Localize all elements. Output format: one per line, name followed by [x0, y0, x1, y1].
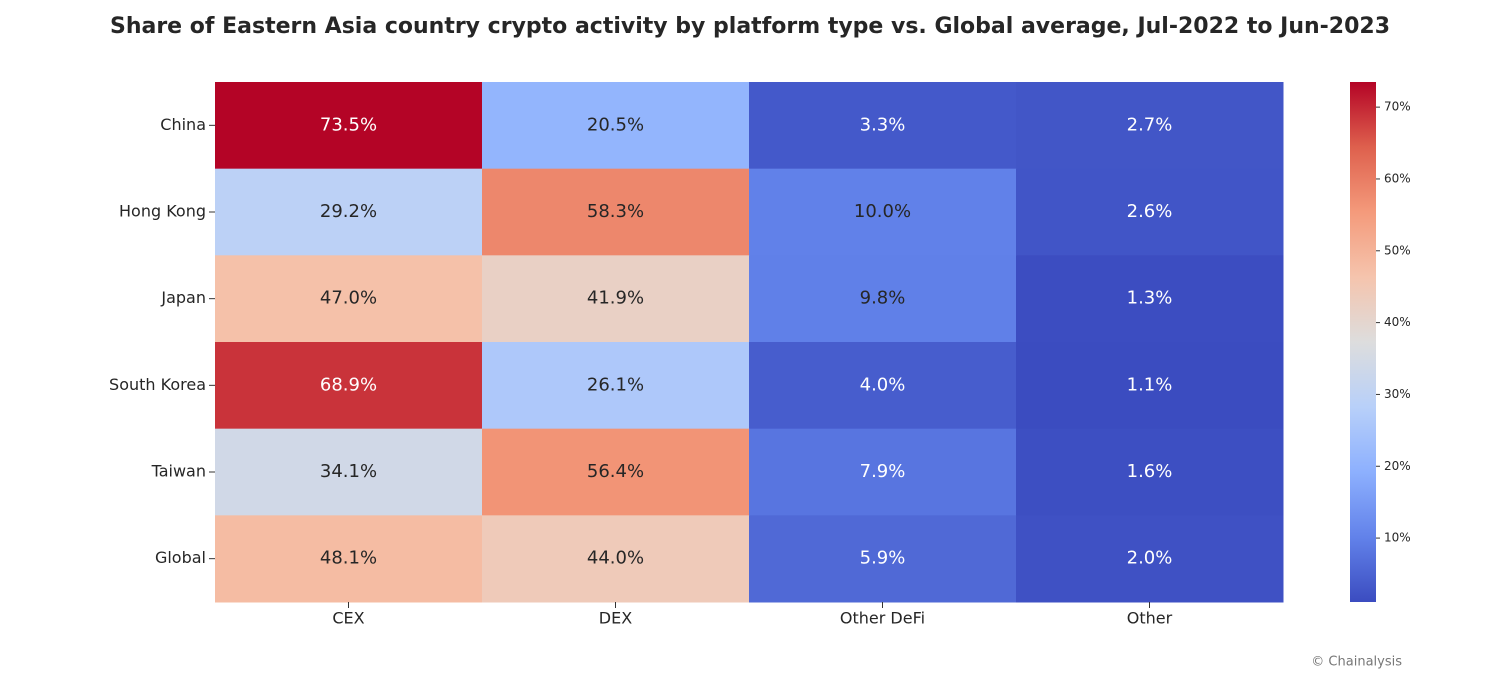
heatmap-cell	[482, 428, 750, 516]
colorbar-tick-label: 20%	[1384, 459, 1411, 473]
cell-label: 48.1%	[320, 548, 377, 569]
cell-label: 9.8%	[860, 288, 906, 309]
y-tick-label: Japan	[160, 288, 206, 307]
cell-label: 34.1%	[320, 461, 377, 482]
colorbar-tick-label: 60%	[1384, 171, 1411, 185]
heatmap-cell	[749, 515, 1017, 603]
heatmap-cell	[215, 168, 483, 256]
cell-label: 2.6%	[1127, 201, 1173, 222]
heatmap-cell	[215, 428, 483, 516]
heatmap-cell	[215, 255, 483, 343]
colorbar-tick-label: 50%	[1384, 243, 1411, 257]
colorbar-tick-label: 10%	[1384, 531, 1411, 545]
heatmap-cell	[215, 342, 483, 430]
x-tick-label: DEX	[599, 609, 632, 628]
cell-label: 56.4%	[587, 461, 644, 482]
cell-label: 58.3%	[587, 201, 644, 222]
heatmap-cell	[215, 82, 483, 170]
colorbar-tick-label: 30%	[1384, 387, 1411, 401]
heatmap-cell	[1016, 515, 1284, 603]
cell-label: 1.6%	[1127, 461, 1173, 482]
cell-label: 44.0%	[587, 548, 644, 569]
chart-title: Share of Eastern Asia country crypto act…	[110, 14, 1390, 39]
heatmap-cell	[749, 82, 1017, 170]
y-tick-label: South Korea	[109, 375, 206, 394]
heatmap-cell	[482, 342, 750, 430]
x-tick-label: Other	[1127, 609, 1173, 628]
heatmap-cell	[749, 428, 1017, 516]
colorbar	[1350, 82, 1376, 602]
cell-label: 3.3%	[860, 114, 906, 135]
cell-label: 10.0%	[854, 201, 911, 222]
heatmap-cell	[482, 255, 750, 343]
heatmap-cell	[749, 342, 1017, 430]
cell-label: 73.5%	[320, 114, 377, 135]
y-tick-label: China	[160, 115, 206, 134]
cell-label: 7.9%	[860, 461, 906, 482]
cell-label: 1.1%	[1127, 374, 1173, 395]
cell-label: 41.9%	[587, 288, 644, 309]
cell-label: 47.0%	[320, 288, 377, 309]
cell-label: 4.0%	[860, 374, 906, 395]
colorbar-tick-label: 40%	[1384, 315, 1411, 329]
credit: © Chainalysis	[1311, 655, 1402, 670]
colorbar-tick-label: 70%	[1384, 100, 1411, 114]
y-tick-label: Hong Kong	[119, 202, 206, 221]
x-tick-label: CEX	[332, 609, 364, 628]
heatmap-cell	[1016, 82, 1284, 170]
cell-label: 2.7%	[1127, 114, 1173, 135]
cell-label: 29.2%	[320, 201, 377, 222]
y-tick-label: Taiwan	[151, 462, 206, 481]
heatmap-cell	[482, 168, 750, 256]
cell-label: 68.9%	[320, 374, 377, 395]
heatmap-cell	[1016, 342, 1284, 430]
x-tick-label: Other DeFi	[840, 609, 925, 628]
heatmap-cell	[1016, 168, 1284, 256]
heatmap-cell	[482, 82, 750, 170]
heatmap-cell	[749, 255, 1017, 343]
cell-label: 20.5%	[587, 114, 644, 135]
cell-label: 1.3%	[1127, 288, 1173, 309]
heatmap-cell	[1016, 428, 1284, 516]
heatmap-cell	[482, 515, 750, 603]
heatmap-cell	[215, 515, 483, 603]
heatmap-cell	[749, 168, 1017, 256]
heatmap-cell	[1016, 255, 1284, 343]
cell-label: 26.1%	[587, 374, 644, 395]
y-tick-label: Global	[155, 548, 206, 567]
cell-label: 2.0%	[1127, 548, 1173, 569]
cell-label: 5.9%	[860, 548, 906, 569]
